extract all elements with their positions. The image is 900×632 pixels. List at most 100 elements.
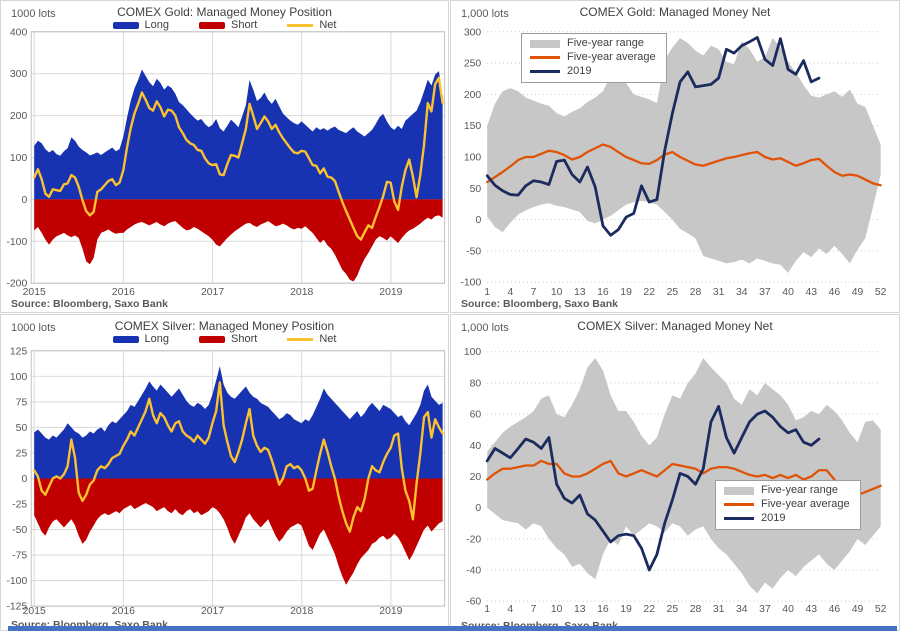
svg-text:1: 1	[484, 604, 490, 615]
svg-text:13: 13	[574, 604, 586, 615]
short-swatch	[199, 21, 226, 29]
svg-text:-200: -200	[6, 279, 27, 290]
svg-text:34: 34	[736, 604, 748, 615]
panel-gold-position: 1000 lots COMEX Gold: Managed Money Posi…	[0, 0, 449, 313]
legend-item-2019: 2019	[530, 65, 656, 78]
svg-text:20: 20	[470, 472, 482, 483]
svg-text:2019: 2019	[379, 287, 402, 298]
svg-text:150: 150	[464, 121, 482, 132]
chart-title: COMEX Gold: Managed Money Net	[579, 5, 771, 19]
svg-text:125: 125	[10, 346, 28, 357]
svg-text:1: 1	[484, 287, 490, 298]
svg-text:16: 16	[597, 604, 609, 615]
net-swatch	[287, 23, 314, 27]
svg-text:0: 0	[475, 503, 481, 514]
average-swatch	[724, 503, 754, 506]
axis-units-label: 1,000 lots	[461, 322, 509, 334]
svg-text:-125: -125	[6, 602, 27, 613]
svg-text:50: 50	[16, 423, 28, 434]
chart-legend: Long Short Net	[1, 333, 448, 345]
svg-text:25: 25	[667, 287, 679, 298]
silver-net-plot: 100 80 60 40 20 0 -20 -40 -601 4 7 10 13 16 19 22 25 28 31…	[464, 347, 887, 615]
svg-text:52: 52	[875, 604, 887, 615]
svg-text:2016: 2016	[112, 606, 135, 617]
svg-text:25: 25	[16, 448, 28, 459]
svg-text:4: 4	[507, 287, 513, 298]
svg-text:400: 400	[10, 27, 28, 38]
svg-text:-50: -50	[12, 525, 27, 536]
svg-text:60: 60	[470, 410, 482, 421]
svg-text:37: 37	[759, 287, 771, 298]
svg-text:2017: 2017	[201, 606, 224, 617]
svg-text:4: 4	[507, 604, 513, 615]
svg-text:80: 80	[470, 378, 482, 389]
svg-text:43: 43	[805, 287, 817, 298]
net-swatch	[287, 337, 314, 341]
svg-text:13: 13	[574, 287, 586, 298]
svg-text:19: 19	[620, 604, 632, 615]
svg-text:10: 10	[551, 287, 563, 298]
bottom-accent-bar	[8, 626, 897, 631]
legend-item-short: Short	[199, 19, 257, 31]
svg-text:2018: 2018	[290, 287, 313, 298]
svg-text:0: 0	[475, 215, 481, 226]
legend-item-short: Short	[199, 333, 257, 345]
svg-text:50: 50	[470, 184, 482, 195]
svg-text:10: 10	[551, 604, 563, 615]
panel-silver-net: 1,000 lots COMEX Silver: Managed Money N…	[450, 314, 900, 632]
chart-title: COMEX Silver: Managed Money Net	[577, 319, 773, 333]
average-swatch	[530, 56, 560, 59]
legend-item-2019: 2019	[724, 512, 850, 525]
panel-silver-position: 1000 lots COMEX Silver: Managed Money Po…	[0, 314, 449, 631]
chart-legend: Five-year range Five-year average 2019	[521, 33, 667, 83]
chart-title: COMEX Silver: Managed Money Position	[114, 319, 335, 333]
legend-item-range: Five-year range	[724, 484, 850, 497]
legend-item-net: Net	[287, 333, 336, 345]
svg-text:2017: 2017	[201, 287, 224, 298]
legend-item-net: Net	[287, 19, 336, 31]
svg-text:37: 37	[759, 604, 771, 615]
svg-text:40: 40	[782, 604, 794, 615]
legend-item-long: Long	[112, 19, 169, 31]
svg-text:19: 19	[620, 287, 632, 298]
svg-text:200: 200	[464, 90, 482, 101]
short-swatch	[199, 335, 226, 343]
svg-text:31: 31	[713, 287, 725, 298]
axis-units-label: 1000 lots	[11, 322, 56, 334]
svg-text:200: 200	[10, 111, 28, 122]
svg-text:16: 16	[597, 287, 609, 298]
svg-text:22: 22	[643, 604, 655, 615]
svg-text:-75: -75	[12, 551, 27, 562]
svg-text:250: 250	[464, 59, 482, 70]
legend-item-range: Five-year range	[530, 37, 656, 50]
svg-text:7: 7	[531, 604, 537, 615]
svg-text:-60: -60	[466, 597, 481, 608]
svg-text:31: 31	[713, 604, 725, 615]
svg-text:0: 0	[21, 474, 27, 485]
svg-text:-100: -100	[460, 278, 481, 289]
chart-legend: Five-year range Five-year average 2019	[715, 480, 861, 530]
svg-text:2016: 2016	[112, 287, 135, 298]
svg-text:52: 52	[875, 287, 887, 298]
svg-text:100: 100	[10, 372, 28, 383]
svg-text:-50: -50	[466, 246, 481, 257]
chart-legend: Long Short Net	[1, 19, 448, 31]
svg-text:34: 34	[736, 287, 748, 298]
2019-swatch	[530, 70, 560, 73]
svg-text:2019: 2019	[379, 606, 402, 617]
source-label: Source: Bloomberg, Saxo Bank	[11, 298, 168, 310]
panel-gold-net: 1,000 lots COMEX Gold: Managed Money Net…	[450, 0, 900, 313]
svg-text:0: 0	[21, 195, 27, 206]
svg-text:28: 28	[690, 287, 702, 298]
svg-text:300: 300	[464, 27, 482, 38]
svg-text:-100: -100	[6, 237, 27, 248]
svg-text:40: 40	[470, 441, 482, 452]
range-swatch	[724, 486, 754, 495]
svg-text:-20: -20	[466, 534, 481, 545]
svg-text:28: 28	[690, 604, 702, 615]
svg-text:46: 46	[829, 604, 841, 615]
svg-text:22: 22	[643, 287, 655, 298]
